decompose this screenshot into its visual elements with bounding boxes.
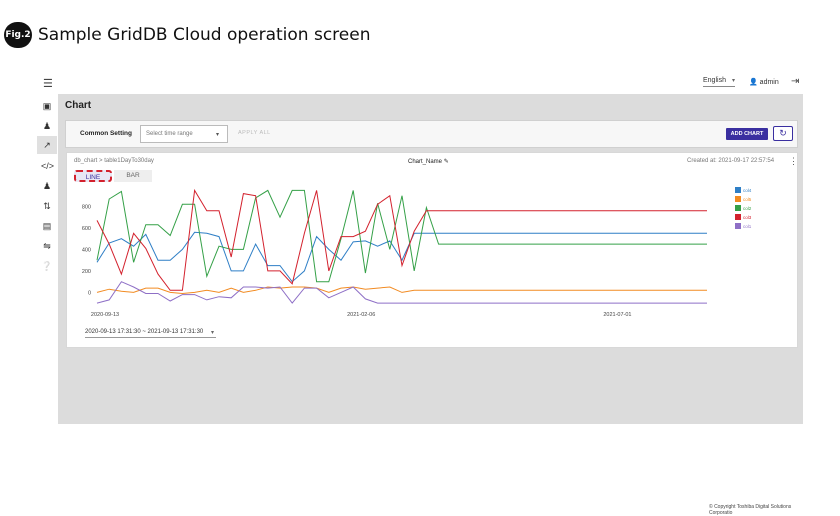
menu-icon[interactable]: ☰ <box>43 78 53 90</box>
database-icon[interactable]: ▣ <box>42 101 52 111</box>
transfer-icon[interactable]: ⇅ <box>43 201 51 211</box>
legend-label: col4 <box>743 188 752 193</box>
created-at: Created at: 2021-09-17 22:57:54 <box>687 158 775 164</box>
refresh-icon[interactable]: ↻ <box>773 126 793 141</box>
legend-swatch <box>735 214 741 220</box>
common-setting-label: Common Setting <box>80 130 132 137</box>
breadcrumb: db_chart > table1DayTo30day <box>74 158 154 164</box>
document-icon[interactable]: ▤ <box>42 221 52 231</box>
chevron-down-icon: ▾ <box>731 78 735 84</box>
chart-name: Chart_Name ✎ <box>408 158 449 165</box>
x-tick-label: 2021-02-06 <box>347 312 375 318</box>
figure-header: Fig.2 Sample GridDB Cloud operation scre… <box>4 22 370 48</box>
legend-swatch <box>735 196 741 202</box>
figure-badge: Fig.2 <box>4 22 32 48</box>
legend-label: col5 <box>743 197 752 202</box>
copyright: © Copyright Toshiba Digital Solutions Co… <box>709 504 792 516</box>
y-tick-label: 200 <box>82 269 91 275</box>
breadcrumb-table[interactable]: table1DayTo30day <box>104 158 154 164</box>
y-tick-label: 800 <box>82 204 91 210</box>
language-value: English <box>703 77 726 84</box>
y-tick-label: 600 <box>82 226 91 232</box>
code-icon[interactable]: </> <box>41 161 55 171</box>
line-chart: 0 200 400 600 800 2020-09-13 2021-02-06 2021-07… <box>82 187 752 318</box>
time-range-select[interactable]: Select time range ▾ <box>140 125 228 143</box>
chart-type-tabs: LINE BAR <box>74 170 152 183</box>
y-tick-label: 0 <box>88 290 91 296</box>
legend-swatch <box>735 205 741 211</box>
chart-icon[interactable]: ↗ <box>37 136 57 154</box>
legend-label: col1 <box>743 224 752 229</box>
date-range-value: 2020-09-13 17:31:30 ~ 2021-09-13 17:31:3… <box>85 329 204 335</box>
user-manage-icon[interactable]: ♟ <box>42 181 52 191</box>
user-icon: 👤 <box>749 79 758 86</box>
series-line-col3 <box>96 188 707 291</box>
language-select[interactable]: English ▾ <box>703 77 735 87</box>
legend-item-col2[interactable]: col2 <box>735 205 752 211</box>
settings-icon[interactable]: ⇋ <box>43 241 51 251</box>
users-icon[interactable]: ♟ <box>42 121 52 131</box>
legend-item-col3[interactable]: col3 <box>735 214 752 220</box>
x-tick-label: 2020-09-13 <box>91 312 119 318</box>
main-content: Chart Common Setting Select time range ▾… <box>58 94 803 424</box>
x-tick-label: 2021-07-01 <box>603 312 631 318</box>
figure-title: Sample GridDB Cloud operation screen <box>38 25 371 45</box>
chevron-down-icon: ▾ <box>215 132 219 138</box>
date-range-select[interactable]: 2020-09-13 17:31:30 ~ 2021-09-13 17:31:3… <box>85 329 216 338</box>
breadcrumb-separator: > <box>99 158 103 164</box>
legend-item-col4[interactable]: col4 <box>735 187 752 193</box>
tab-bar[interactable]: BAR <box>114 170 152 182</box>
more-options-icon[interactable]: ⋮ <box>789 156 798 166</box>
chart-name-text: Chart_Name <box>408 159 443 165</box>
y-tick-label: 400 <box>82 247 91 253</box>
help-icon[interactable]: ❔ <box>41 261 53 271</box>
series-line-col5 <box>96 286 707 295</box>
legend-swatch <box>735 223 741 229</box>
top-bar: ☰ English ▾ 👤 admin ⇥ <box>37 72 803 94</box>
legend-swatch <box>735 187 741 193</box>
breadcrumb-db[interactable]: db_chart <box>74 158 98 164</box>
legend-label: col3 <box>743 215 752 220</box>
legend-item-col5[interactable]: col5 <box>735 196 752 202</box>
common-setting-panel: Common Setting Select time range ▾ APPLY… <box>65 120 798 148</box>
user-name: admin <box>759 79 779 86</box>
legend-label: col2 <box>743 206 752 211</box>
series-line-col4 <box>96 231 707 283</box>
series-line-col2 <box>96 189 707 283</box>
edit-icon[interactable]: ✎ <box>443 159 449 165</box>
legend-item-col1[interactable]: col1 <box>735 223 752 229</box>
apply-all-button[interactable]: APPLY ALL <box>238 130 271 136</box>
app-window: ☰ English ▾ 👤 admin ⇥ ▣ ♟ ↗ </> ♟ ⇅ ▤ ⇋ … <box>37 72 803 516</box>
chevron-down-icon: ▾ <box>210 330 214 336</box>
chart-card: db_chart > table1DayTo30day Chart_Name ✎… <box>66 152 798 348</box>
series-line-col1 <box>96 281 707 304</box>
page-title: Chart <box>65 100 92 111</box>
tab-line[interactable]: LINE <box>74 170 112 182</box>
sidebar: ▣ ♟ ↗ </> ♟ ⇅ ▤ ⇋ ❔ <box>37 94 57 424</box>
logout-icon[interactable]: ⇥ <box>791 76 800 87</box>
time-range-placeholder: Select time range <box>146 131 193 137</box>
user-menu[interactable]: 👤 admin <box>749 78 779 86</box>
add-chart-button[interactable]: ADD CHART <box>726 128 768 140</box>
